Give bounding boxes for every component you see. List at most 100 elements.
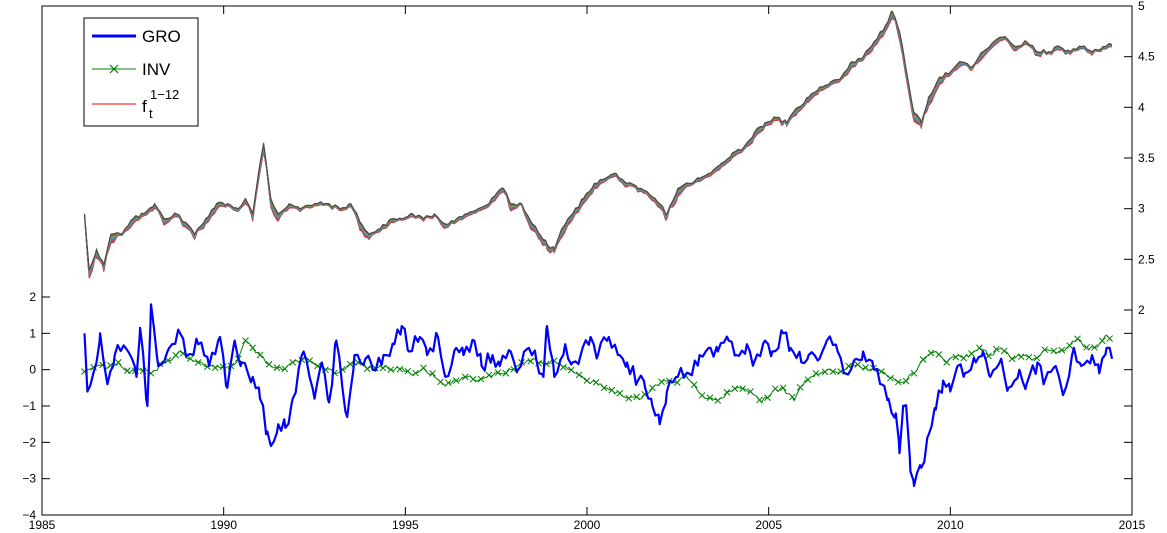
right-tick-label: 3.5 [1138, 151, 1155, 165]
series-inv-marker [771, 385, 779, 393]
series-inv-marker [985, 352, 992, 360]
plot-frame [41, 5, 1133, 516]
right-tick-label: 2 [1138, 303, 1145, 317]
legend-f-superscript: 1−12 [150, 87, 179, 102]
series-inv-marker [1098, 337, 1106, 345]
series-inv-marker [616, 389, 624, 397]
x-tick-label: 1985 [29, 518, 56, 532]
series-inv-marker [114, 359, 122, 366]
series-inv-marker [404, 367, 412, 375]
right-tick-label: 3 [1138, 202, 1145, 216]
series-inv-marker [560, 363, 567, 371]
series-inv-marker [690, 381, 698, 389]
series-inv-marker [935, 351, 943, 358]
series-inv-marker [821, 368, 829, 376]
series-inv-marker [1041, 346, 1049, 354]
series-inv-marker [437, 378, 444, 386]
series-inv-marker [346, 360, 354, 368]
x-tick-label: 2005 [755, 518, 782, 532]
series-inv-marker [714, 397, 722, 404]
series-inv-marker [739, 385, 746, 392]
left-tick-label: −3 [22, 472, 36, 486]
series-inv [81, 334, 1113, 404]
legend-gro-label: GRO [142, 27, 181, 46]
series-inv-marker [1017, 353, 1025, 360]
series-inv-marker [1083, 343, 1090, 351]
series-gro-line [83, 303, 1114, 487]
series-inv-marker [265, 360, 273, 368]
plot-area [41, 5, 1133, 516]
series-inv-marker [747, 388, 754, 395]
series-inv-marker [649, 384, 656, 392]
series-inv-marker [812, 369, 820, 377]
series-inv-marker [952, 353, 960, 361]
series-inv-marker [723, 388, 731, 396]
series-inv-marker [256, 351, 264, 359]
series-inv-marker [993, 345, 1000, 353]
series-inv-marker [919, 356, 927, 363]
series-inv-marker [927, 349, 935, 357]
series-inv-marker [412, 369, 419, 377]
x-axis: 1985 1990 1995 2000 2005 2010 2015 [29, 6, 1146, 532]
left-tick-label: −2 [22, 435, 36, 449]
series-gro [83, 303, 1114, 487]
left-tick-label: −1 [22, 399, 36, 413]
series-inv-marker [862, 364, 869, 371]
series-inv-marker [469, 375, 477, 383]
series-inv-marker [249, 344, 257, 352]
left-tick-label: −4 [22, 508, 36, 522]
series-inv-marker [1008, 355, 1016, 363]
legend-inv-marker [109, 64, 119, 74]
series-inv-marker [187, 355, 194, 363]
right-tick-label: 4.5 [1138, 50, 1155, 64]
series-inv-marker [363, 365, 371, 373]
right-tick-label: 2.5 [1138, 252, 1155, 266]
series-inv-marker [452, 377, 460, 384]
series-inv-marker [494, 369, 502, 376]
series-inv-marker [1074, 335, 1081, 343]
left-tick-label: 0 [29, 363, 36, 377]
series-inv-marker [444, 379, 452, 387]
series-inv-marker [379, 364, 387, 372]
series-inv-marker [756, 396, 763, 404]
series-inv-marker [902, 377, 910, 385]
series-inv-marker [658, 378, 665, 386]
series-inv-marker [698, 392, 706, 399]
series-inv-marker [477, 375, 485, 383]
series-inv-marker [854, 361, 862, 368]
series-inv-marker [273, 364, 281, 372]
right-axis: 2 2.5 3 3.5 4 4.5 5 [1124, 0, 1155, 480]
right-tick-label: 4 [1138, 100, 1145, 114]
series-inv-marker [633, 393, 641, 401]
series-inv-marker [887, 374, 894, 382]
series-inv-marker [1000, 347, 1008, 355]
series-inv-marker [943, 359, 951, 366]
series-inv-marker [527, 357, 535, 365]
x-tick-label: 1990 [210, 518, 237, 532]
series-inv-marker [583, 377, 591, 384]
series-inv-marker [1033, 354, 1041, 362]
series-inv-marker [910, 369, 918, 377]
series-inv-marker [1050, 347, 1058, 355]
left-axis: −4 −3 −2 −1 0 1 2 [22, 290, 50, 522]
x-tick-label: 2010 [937, 518, 964, 532]
series-inv-marker [485, 371, 493, 379]
series-inv-marker [894, 378, 902, 386]
series-f-line [84, 10, 1113, 270]
series-inv-marker [502, 369, 510, 377]
series-inv-marker [804, 376, 812, 384]
series-inv-marker [1058, 346, 1066, 354]
series-inv-marker [960, 354, 968, 362]
right-tick-label: 5 [1138, 0, 1145, 13]
series-inv-marker [194, 359, 202, 366]
x-tick-label: 2015 [1119, 518, 1146, 532]
legend-box [83, 17, 199, 127]
series-inv-marker [592, 378, 600, 386]
series-inv-marker [1066, 342, 1073, 349]
series-inv-marker [731, 385, 739, 393]
series-inv-marker [829, 368, 837, 376]
series-inv-marker [976, 344, 983, 352]
series-inv-marker [242, 337, 249, 344]
legend-inv-label: INV [142, 60, 171, 79]
x-tick-label: 2000 [574, 518, 601, 532]
